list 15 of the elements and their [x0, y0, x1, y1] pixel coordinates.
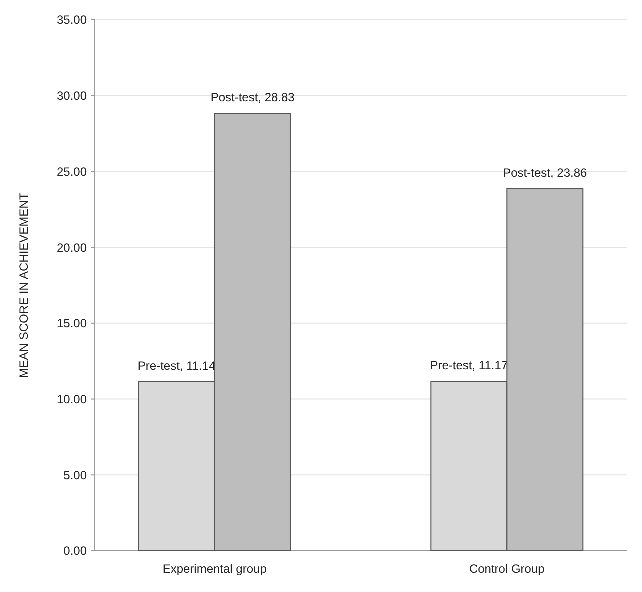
x-tick-label: Experimental group [162, 562, 268, 576]
data-label: Post-test, 28.83 [210, 90, 296, 105]
y-tick-label: 5.00 [64, 468, 88, 482]
y-tick-label: 30.00 [56, 89, 88, 104]
y-axis-title: MEAN SCORE IN ACHIEVEMENT [17, 192, 31, 378]
x-tick-label: Control Group [469, 562, 546, 576]
data-label: Post-test, 23.86 [503, 166, 588, 180]
y-tick-label: 10.00 [56, 392, 88, 406]
data-label: Pre-test, 11.14 [138, 358, 216, 373]
y-tick-label: 0.00 [64, 544, 88, 558]
y-tick-label: 35.00 [56, 13, 88, 28]
y-tick-label: 15.00 [56, 316, 88, 331]
y-tick-label: 20.00 [56, 240, 88, 255]
y-tick-label: 25.00 [56, 164, 88, 179]
data-label: Pre-test, 11.17 [430, 358, 508, 373]
